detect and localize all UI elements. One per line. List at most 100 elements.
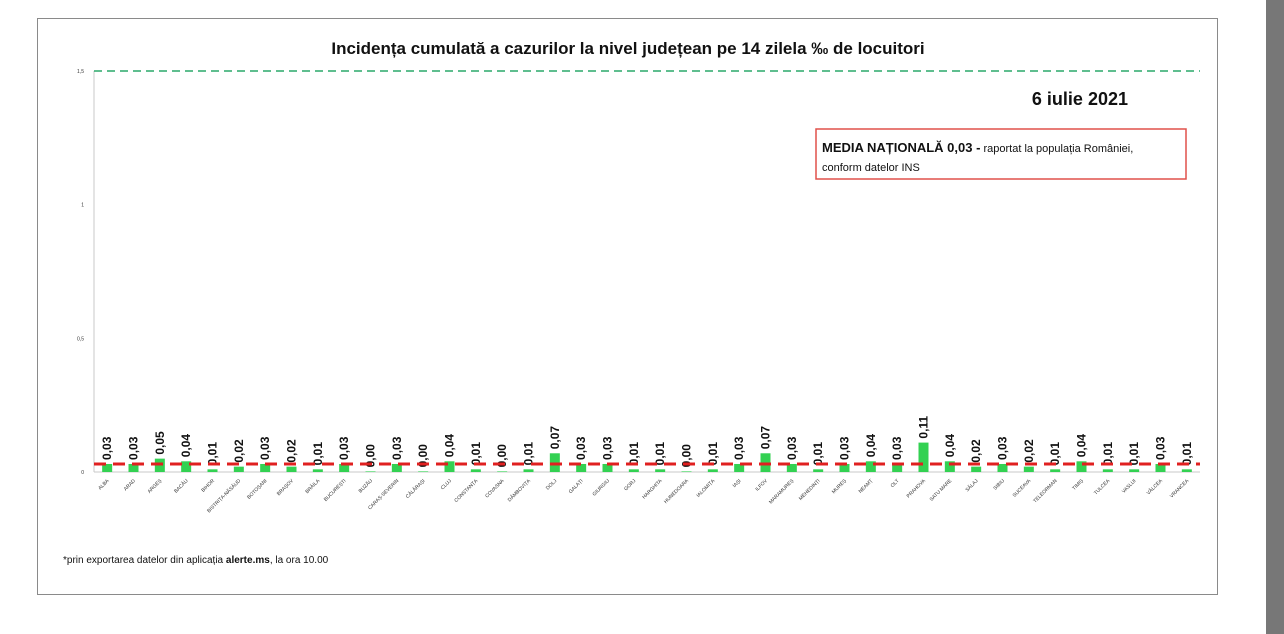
bar — [918, 442, 929, 472]
x-tick-label: IAȘI — [732, 478, 743, 489]
data-label: 0,11 — [917, 416, 931, 439]
x-tick-label: SIBIU — [992, 478, 1006, 492]
bar — [391, 463, 402, 472]
data-label: 0,01 — [653, 442, 667, 466]
chart-frame: Incidența cumulată a cazurilor la nivel … — [37, 18, 1218, 595]
data-label: 0,03 — [838, 436, 852, 460]
bar — [260, 463, 271, 472]
x-tick-label: GALAȚI — [568, 478, 585, 495]
bar — [286, 466, 297, 472]
vertical-scrollbar[interactable] — [1266, 0, 1284, 634]
bar — [786, 463, 797, 472]
data-label: 0,01 — [469, 442, 483, 466]
data-label: 0,04 — [443, 434, 457, 458]
bar — [576, 463, 587, 472]
data-label: 0,00 — [416, 444, 430, 468]
data-label: 0,04 — [1075, 434, 1089, 458]
data-label: 0,04 — [179, 434, 193, 458]
data-label: 0,02 — [232, 439, 246, 463]
data-label: 0,07 — [759, 426, 773, 450]
bar — [602, 463, 613, 472]
data-label: 0,02 — [1022, 439, 1036, 463]
bar — [365, 471, 376, 472]
bar — [1023, 466, 1034, 472]
footnote: *prin exportarea datelor din aplicația a… — [63, 555, 329, 566]
x-tick-label: CĂLĂRAȘI — [404, 477, 426, 499]
x-tick-label: BRAȘOV — [276, 478, 295, 497]
x-tick-label: ARGEȘ — [147, 478, 164, 495]
x-tick-label: DOLJ — [545, 478, 559, 492]
bar — [971, 466, 982, 472]
data-label: 0,01 — [1127, 442, 1141, 466]
bar — [523, 469, 534, 472]
data-label: 0,03 — [390, 436, 404, 460]
legend-line-1: MEDIA NAȚIONALĂ 0,03 - raportat la popul… — [822, 140, 1133, 155]
data-label: 0,01 — [1180, 442, 1194, 466]
bar — [655, 469, 666, 472]
data-label: 0,05 — [153, 431, 167, 455]
y-tick-label: 0 — [81, 470, 84, 476]
data-label: 0,01 — [522, 442, 536, 466]
bar — [628, 469, 639, 472]
data-label: 0,01 — [1048, 442, 1062, 466]
scrollbar-thumb[interactable] — [1266, 0, 1284, 634]
data-label: 0,01 — [311, 442, 325, 466]
x-tick-label: PRAHOVA — [906, 478, 928, 500]
x-tick-label: BOTOȘANI — [246, 478, 268, 500]
data-label: 0,03 — [996, 436, 1010, 460]
x-tick-label: MEHEDINȚI — [798, 478, 822, 502]
x-tick-label: TIMIȘ — [1071, 478, 1085, 492]
x-tick-label: SĂLAJ — [964, 477, 980, 493]
bar — [102, 463, 113, 472]
x-tick-label: GIURGIU — [592, 478, 612, 498]
x-tick-label: ARAD — [123, 478, 137, 492]
data-label: 0,03 — [100, 436, 114, 460]
x-tick-label: BUCUREȘTI — [323, 478, 348, 503]
x-tick-label: DÂMBOVIȚA — [506, 477, 532, 503]
data-label: 0,04 — [864, 434, 878, 458]
bar — [1050, 469, 1061, 472]
data-label: 0,01 — [706, 442, 720, 466]
x-tick-label: HUNEDOARA — [663, 478, 690, 505]
bar — [1076, 461, 1087, 472]
x-tick-label: VASLUI — [1121, 478, 1138, 495]
data-label: 0,03 — [785, 436, 799, 460]
bar — [339, 463, 350, 472]
x-tick-label: TULCEA — [1093, 478, 1112, 497]
plot-area: 0 0,5 1 1,5 0,03 ALBA 0,03 ARAD 0,05 ARGEȘ 0,04 BAC… — [77, 69, 1200, 514]
x-tick-label: IALOMIȚA — [695, 478, 716, 499]
data-label: 0,03 — [574, 436, 588, 460]
x-tick-label: MUREȘ — [831, 478, 848, 495]
x-tick-label: ALBA — [97, 478, 111, 492]
date-label: 6 iulie 2021 — [1032, 89, 1128, 109]
footnote-prefix: *prin exportarea datelor din aplicația — [63, 555, 226, 566]
bar — [707, 469, 718, 472]
bar-chart: Incidența cumulată a cazurilor la nivel … — [63, 39, 1200, 566]
bar — [1155, 463, 1166, 472]
bar — [734, 463, 745, 472]
bar — [444, 461, 455, 472]
data-label: 0,01 — [206, 442, 220, 466]
data-label: 0,07 — [548, 426, 562, 450]
data-label: 0,01 — [1101, 442, 1115, 466]
bar — [181, 461, 192, 472]
bar — [681, 471, 692, 472]
x-tick-label: ILFOV — [754, 478, 769, 493]
x-tick-label: HARGHITA — [641, 478, 664, 501]
legend-line-2: conform datelor INS — [822, 162, 920, 174]
data-label: 0,03 — [890, 436, 904, 460]
footnote-suffix: , la ora 10.00 — [270, 555, 329, 566]
bar — [233, 466, 244, 472]
data-label: 0,02 — [969, 439, 983, 463]
legend-box — [815, 128, 1187, 180]
data-label: 0,03 — [1154, 436, 1168, 460]
x-tick-label: BACĂU — [172, 477, 189, 494]
data-label: 0,03 — [732, 436, 746, 460]
data-label: 0,04 — [943, 434, 957, 458]
x-tick-label: COVASNA — [484, 478, 506, 500]
data-label: 0,03 — [258, 436, 272, 460]
data-label: 0,03 — [337, 436, 351, 460]
bar — [944, 461, 955, 472]
x-tick-label: BUZĂU — [357, 477, 374, 494]
x-tick-label: BRĂILA — [304, 477, 322, 495]
